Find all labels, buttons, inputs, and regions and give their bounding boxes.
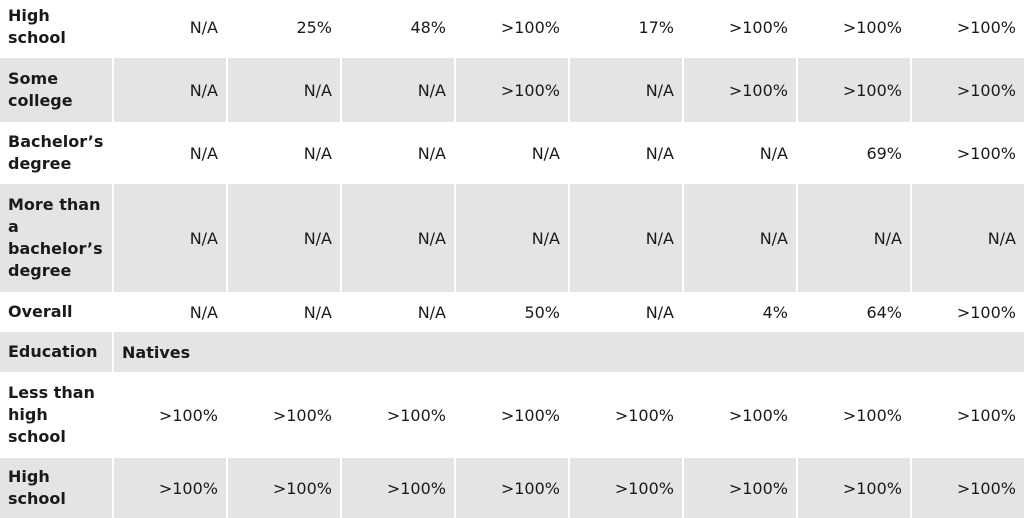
row-label: More than a bachelor’s degree [8, 195, 103, 280]
column-divider [796, 58, 798, 122]
table-cell: >100% [386, 405, 446, 425]
table-row: Overall N/A N/A N/A 50% N/A 4% 64% >100% [0, 292, 1024, 332]
column-divider [454, 58, 456, 122]
table-cell: 69% [866, 143, 902, 163]
column-divider [568, 58, 570, 122]
column-divider [226, 458, 228, 518]
table-cell: >100% [272, 478, 332, 498]
column-divider [340, 184, 342, 292]
table-cell: N/A [303, 228, 332, 248]
table-cell: 50% [524, 302, 560, 322]
table-cell: >100% [386, 478, 446, 498]
table-cell: >100% [956, 405, 1016, 425]
column-divider [340, 458, 342, 518]
row-label: Some college [8, 69, 73, 110]
column-divider [796, 458, 798, 518]
row-label: High school [8, 6, 66, 47]
table-cell: N/A [759, 228, 788, 248]
table-cell: >100% [728, 17, 788, 37]
table-cell: N/A [531, 228, 560, 248]
column-divider [112, 458, 114, 518]
table-cell: >100% [842, 478, 902, 498]
table-cell: >100% [728, 405, 788, 425]
table-cell: N/A [303, 302, 332, 322]
table-cell: >100% [956, 17, 1016, 37]
column-divider [112, 58, 114, 122]
column-divider [568, 458, 570, 518]
column-divider [682, 58, 684, 122]
table-row: Some college N/A N/A N/A >100% N/A >100% >100% >… [0, 58, 1024, 122]
table-cell: N/A [189, 228, 218, 248]
table-cell: N/A [645, 80, 674, 100]
table-cell: >100% [500, 405, 560, 425]
column-divider [682, 458, 684, 518]
table-cell: N/A [873, 228, 902, 248]
table-cell: N/A [531, 143, 560, 163]
column-divider [226, 184, 228, 292]
column-divider [112, 184, 114, 292]
table-cell: N/A [417, 80, 446, 100]
table-cell: >100% [956, 80, 1016, 100]
table-row: Bachelor’s degree N/A N/A N/A N/A N/A N/A 69% >1… [0, 122, 1024, 184]
column-divider [796, 184, 798, 292]
row-label: Overall [8, 302, 73, 321]
table-cell: 17% [638, 17, 674, 37]
column-header-education: Education [8, 342, 98, 361]
column-divider [910, 184, 912, 292]
table-cell: N/A [189, 17, 218, 37]
table-cell: N/A [759, 143, 788, 163]
row-label: High school [8, 467, 66, 508]
row-label: Less than high school [8, 383, 95, 446]
column-divider [910, 458, 912, 518]
table-cell: N/A [987, 228, 1016, 248]
table-cell: 25% [296, 17, 332, 37]
table-cell: >100% [728, 478, 788, 498]
table-cell: >100% [842, 80, 902, 100]
table-cell: >100% [500, 80, 560, 100]
column-divider [340, 58, 342, 122]
table-cell: >100% [728, 80, 788, 100]
table-cell: N/A [645, 143, 674, 163]
column-divider [112, 332, 114, 372]
table-cell: >100% [500, 17, 560, 37]
table-cell: >100% [500, 478, 560, 498]
table-cell: N/A [645, 228, 674, 248]
column-divider [454, 184, 456, 292]
table-cell: N/A [189, 143, 218, 163]
table-cell: 48% [410, 17, 446, 37]
table-cell: >100% [158, 478, 218, 498]
table-cell: >100% [272, 405, 332, 425]
table-cell: >100% [842, 405, 902, 425]
table-row: High school >100% >100% >100% >100% >100% >100… [0, 458, 1024, 518]
table-cell: N/A [417, 228, 446, 248]
group-header-natives: Natives [122, 342, 191, 362]
column-divider [568, 184, 570, 292]
table-cell: >100% [614, 478, 674, 498]
table-cell: N/A [417, 143, 446, 163]
column-divider [454, 458, 456, 518]
table-cell: >100% [956, 143, 1016, 163]
section-header-row: Education Natives [0, 332, 1024, 372]
table-row: Less than high school >100% >100% >100% >100… [0, 372, 1024, 458]
table-row: High school N/A 25% 48% >100% 17% >100% >100% >1… [0, 0, 1024, 58]
column-divider [682, 184, 684, 292]
table-cell: N/A [417, 302, 446, 322]
table-cell: N/A [189, 302, 218, 322]
table-cell: N/A [189, 80, 218, 100]
table-cell: >100% [842, 17, 902, 37]
column-divider [910, 58, 912, 122]
row-label: Bachelor’s degree [8, 132, 104, 173]
table-cell: >100% [614, 405, 674, 425]
table-cell: >100% [956, 302, 1016, 322]
table-cell: 4% [762, 302, 788, 322]
table-cell: N/A [303, 80, 332, 100]
table-cell: >100% [956, 478, 1016, 498]
table-cell: 64% [866, 302, 902, 322]
table-cell: N/A [645, 302, 674, 322]
table-cell: >100% [158, 405, 218, 425]
table-row: More than a bachelor’s degree N/A N/A N/A N/… [0, 184, 1024, 292]
column-divider [226, 58, 228, 122]
table-cell: N/A [303, 143, 332, 163]
